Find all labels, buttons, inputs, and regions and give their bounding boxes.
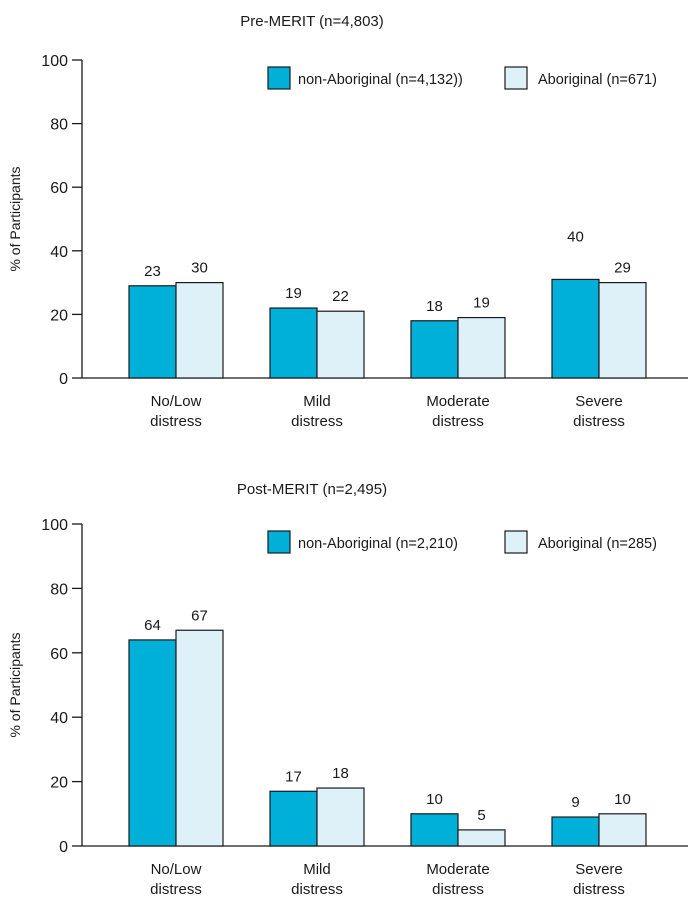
- legend-swatch: [267, 530, 291, 554]
- data-label: 23: [144, 263, 161, 280]
- bar-non-aboriginal-3: [551, 816, 600, 847]
- bar-aboriginal-2: [457, 316, 506, 379]
- legend-label: non-Aboriginal (n=2,210): [298, 536, 458, 552]
- y-tick-label: 80: [50, 117, 68, 134]
- legend-swatch: [504, 66, 528, 90]
- category-label: Severe distress: [573, 861, 625, 898]
- data-label: 30: [191, 260, 208, 277]
- y-tick-label: 40: [50, 710, 68, 727]
- y-tick-label: 100: [41, 53, 68, 70]
- y-tick-label: 80: [50, 581, 68, 598]
- category-label: Mild distress: [291, 861, 343, 898]
- bar-non-aboriginal-2: [410, 813, 459, 847]
- bar-aboriginal-1: [316, 787, 365, 847]
- category-label: Moderate distress: [426, 393, 489, 430]
- y-tick-label: 0: [59, 839, 68, 856]
- bar-non-aboriginal-1: [269, 307, 318, 379]
- legend-swatch: [267, 66, 291, 90]
- bar-non-aboriginal-0: [128, 285, 177, 379]
- data-label: 10: [426, 791, 443, 808]
- category-label: Mild distress: [291, 393, 343, 430]
- category-label: No/Low distress: [150, 861, 202, 898]
- data-label: 19: [285, 285, 302, 302]
- y-tick-label: 100: [41, 517, 68, 534]
- bar-aboriginal-3: [598, 813, 647, 847]
- data-label: 9: [571, 794, 579, 811]
- chart-title: Pre-MERIT (n=4,803): [240, 13, 384, 30]
- data-label: 18: [332, 765, 349, 782]
- y-tick-label: 40: [50, 244, 68, 261]
- legend: non-Aboriginal (n=4,132)) Aboriginal (n=6…: [267, 66, 657, 90]
- y-tick-label: 20: [50, 307, 68, 324]
- y-tick-label: 60: [50, 646, 68, 663]
- legend-label: Aboriginal (n=671): [538, 72, 657, 88]
- legend-swatch: [504, 530, 528, 554]
- chart-panel-2: Post-MERIT (n=2,495) % of Participants 0 20…: [7, 481, 688, 898]
- category-label: Severe distress: [573, 393, 625, 430]
- bar-aboriginal-0: [175, 629, 224, 847]
- legend: non-Aboriginal (n=2,210) Aboriginal (n=28…: [267, 530, 657, 554]
- data-label: 22: [332, 288, 349, 305]
- bar-non-aboriginal-0: [128, 639, 177, 847]
- data-label: 64: [144, 617, 161, 634]
- bar-non-aboriginal-2: [410, 320, 459, 379]
- category-label: No/Low distress: [150, 393, 202, 430]
- y-axis-label: % of Participants: [7, 632, 23, 737]
- data-label: 17: [285, 768, 302, 785]
- data-label: 29: [614, 260, 631, 277]
- bar-non-aboriginal-1: [269, 790, 318, 847]
- bar-aboriginal-3: [598, 282, 647, 379]
- data-label: 5: [477, 807, 485, 824]
- data-label: 67: [191, 607, 208, 624]
- data-label: 18: [426, 298, 443, 315]
- y-tick-label: 20: [50, 775, 68, 792]
- chart-panel-1: Pre-MERIT (n=4,803) % of Participants 0 20 4…: [7, 13, 688, 430]
- y-axis-label: % of Participants: [7, 166, 23, 271]
- data-label: 19: [473, 295, 490, 312]
- bar-aboriginal-2: [457, 829, 506, 847]
- chart-title: Post-MERIT (n=2,495): [237, 481, 387, 498]
- y-tick-label: 0: [59, 371, 68, 388]
- y-tick-label: 60: [50, 180, 68, 197]
- data-label: 40: [567, 228, 584, 245]
- bar-aboriginal-1: [316, 310, 365, 379]
- legend-label: non-Aboriginal (n=4,132)): [298, 72, 463, 88]
- bar-non-aboriginal-3: [551, 278, 600, 379]
- bar-aboriginal-0: [175, 282, 224, 379]
- legend-label: Aboriginal (n=285): [538, 536, 657, 552]
- category-label: Moderate distress: [426, 861, 489, 898]
- data-label: 10: [614, 791, 631, 808]
